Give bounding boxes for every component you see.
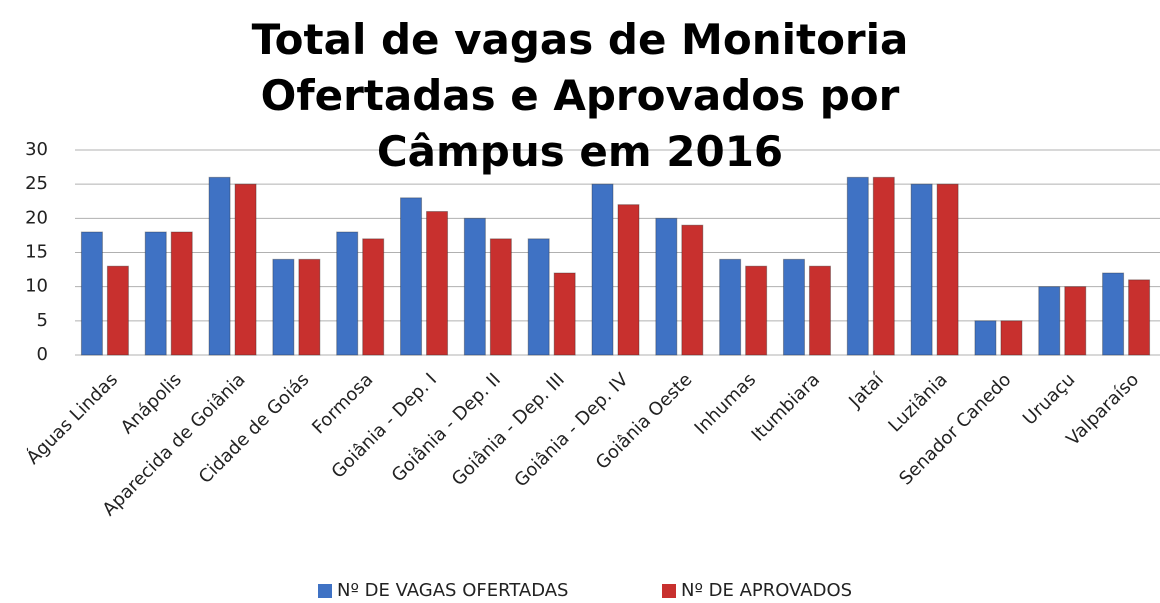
bar (681, 224, 704, 356)
bar (106, 265, 129, 356)
legend-swatch (318, 584, 332, 598)
bar (298, 258, 321, 356)
bar (1128, 279, 1151, 356)
y-tick-label: 15 (25, 242, 48, 263)
x-tick-label: Goiânia - Dep. II (388, 369, 505, 486)
bar (974, 320, 997, 356)
bar (553, 272, 576, 356)
legend-swatch (662, 584, 676, 598)
bar (655, 217, 678, 356)
bar (463, 217, 486, 356)
bar (80, 231, 103, 356)
x-tick-label: Senador Canedo (895, 369, 1015, 489)
bar (208, 176, 231, 356)
y-tick-label: 20 (25, 207, 48, 228)
bar (362, 238, 385, 356)
x-tick-label: Cidade de Goiás (195, 369, 314, 488)
bar (846, 176, 869, 356)
bar (489, 238, 512, 356)
bar (336, 231, 359, 356)
x-tick-label: Uruaçu (1019, 369, 1079, 429)
chart-title: Total de vagas de Monitoria Ofertadas e … (251, 15, 909, 176)
legend-label: Nº DE VAGAS OFERTADAS (337, 580, 568, 601)
bar (527, 238, 550, 356)
x-tick-label: Luziânia (884, 369, 951, 436)
bar (782, 258, 805, 356)
y-tick-label: 0 (37, 344, 48, 365)
legend-label: Nº DE APROVADOS (681, 580, 852, 601)
y-tick-label: 10 (25, 276, 48, 297)
bar (400, 197, 423, 356)
bar (936, 183, 959, 356)
bar (617, 204, 640, 356)
bar (591, 183, 614, 356)
bar (426, 211, 449, 356)
x-tick-label: Itumbiara (748, 369, 825, 446)
bar (170, 231, 193, 356)
y-tick-label: 5 (37, 310, 48, 331)
bar (745, 265, 768, 356)
bar (1064, 286, 1087, 356)
y-tick-label: 30 (25, 139, 48, 160)
bar (719, 258, 742, 356)
x-tick-label: Jataí (844, 369, 888, 413)
bar (872, 176, 895, 356)
bar (1000, 320, 1023, 356)
y-tick-label: 25 (25, 173, 48, 194)
x-tick-label: Goiânia - Dep. III (448, 369, 569, 490)
bar (1102, 272, 1125, 356)
x-tick-label: Águas Lindas (22, 369, 122, 469)
bar (910, 183, 933, 356)
bar (272, 258, 295, 356)
bar (1038, 286, 1061, 356)
x-tick-label: Goiânia - Dep. IV (510, 369, 633, 492)
bar (234, 183, 257, 356)
bar (808, 265, 831, 356)
bar (144, 231, 167, 356)
